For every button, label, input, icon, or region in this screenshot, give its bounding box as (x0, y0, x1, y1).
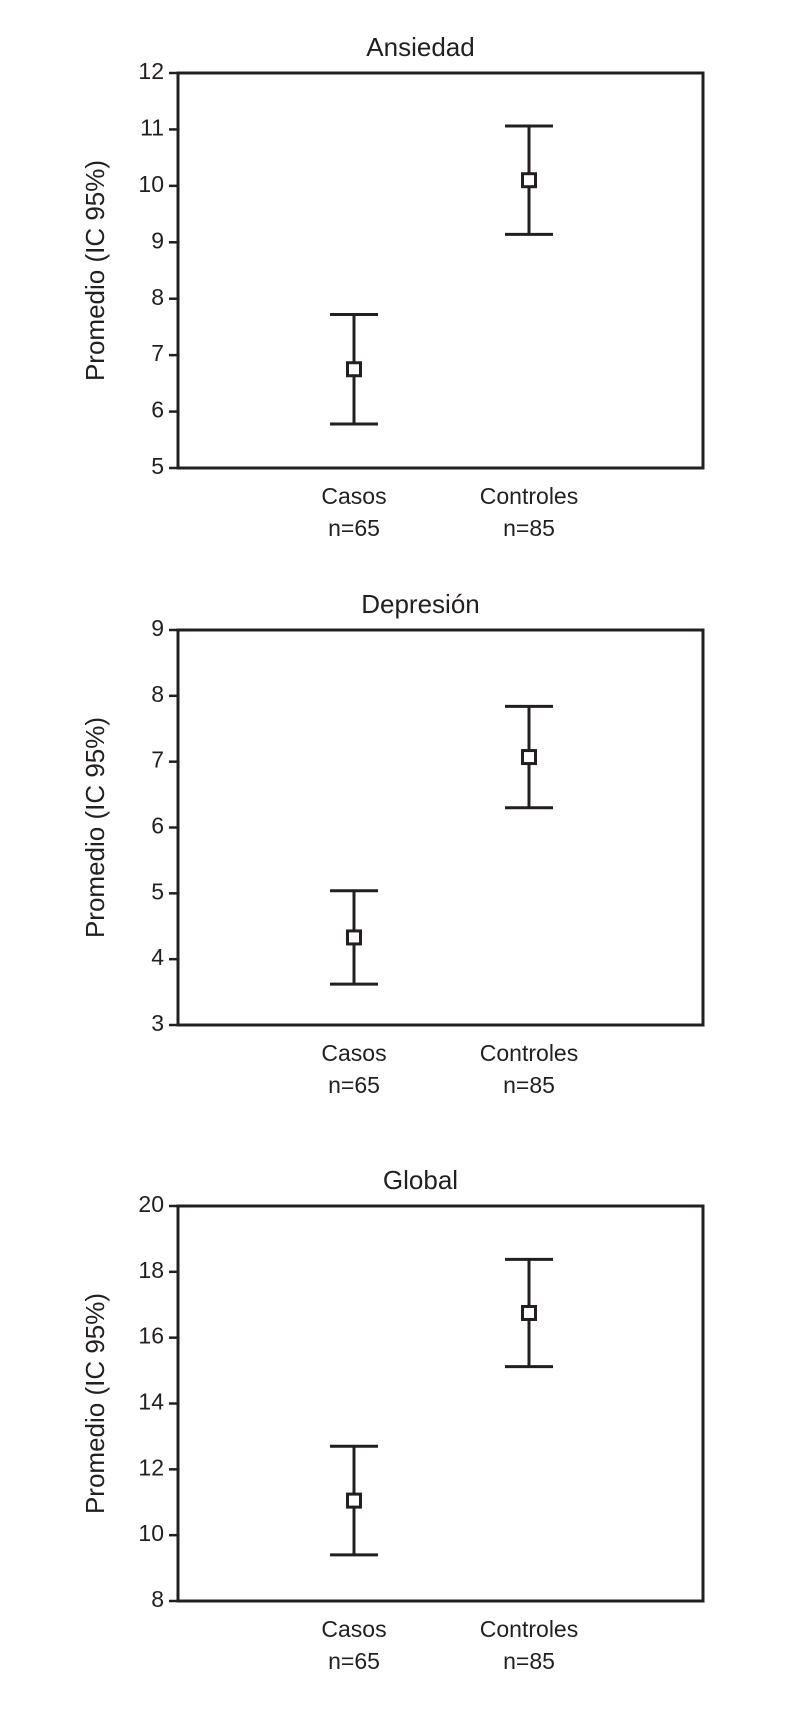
y-tick-label: 18 (138, 1257, 164, 1283)
x-tick-label: Casos (321, 1040, 386, 1066)
mean-marker (346, 361, 362, 378)
y-axis-label: Promedio (IC 95%) (80, 717, 110, 938)
y-tick-label: 7 (151, 747, 164, 773)
y-tick-label: 5 (151, 878, 164, 904)
chart-title: Depresión (361, 589, 480, 619)
x-tick-sublabel: n=85 (503, 1072, 555, 1098)
y-tick-label: 4 (151, 944, 164, 970)
y-tick-label: 12 (138, 58, 164, 84)
x-tick-sublabel: n=65 (328, 515, 380, 541)
mean-marker (521, 749, 537, 766)
chart-title: Ansiedad (366, 32, 474, 62)
y-tick-label: 8 (151, 681, 164, 707)
y-tick-label: 3 (151, 1010, 164, 1036)
mean-marker (521, 1304, 537, 1321)
x-tick-sublabel: n=65 (328, 1072, 380, 1098)
mean-marker (521, 172, 537, 189)
x-tick-label: Casos (321, 483, 386, 509)
y-tick-label: 5 (151, 453, 164, 479)
y-tick-label: 6 (151, 813, 164, 839)
x-tick-sublabel: n=85 (503, 1648, 555, 1674)
x-tick-sublabel: n=85 (503, 515, 555, 541)
x-tick-label: Controles (480, 1616, 578, 1642)
y-tick-label: 10 (138, 1520, 164, 1546)
y-tick-label: 6 (151, 397, 164, 423)
y-tick-label: 14 (138, 1389, 164, 1415)
mean-marker (346, 1492, 362, 1509)
plot-frame (176, 628, 705, 1027)
y-tick-label: 9 (151, 227, 164, 253)
x-tick-sublabel: n=65 (328, 1648, 380, 1674)
plot-frame (176, 71, 705, 470)
y-tick-label: 20 (138, 1191, 164, 1217)
y-axis-label: Promedio (IC 95%) (80, 1293, 110, 1514)
y-axis-label: Promedio (IC 95%) (80, 160, 110, 381)
y-tick-label: 12 (138, 1454, 164, 1480)
chart-title: Global (383, 1165, 458, 1195)
mean-marker (346, 929, 362, 946)
y-tick-label: 8 (151, 284, 164, 310)
x-tick-label: Controles (480, 1040, 578, 1066)
y-tick-label: 11 (140, 115, 164, 141)
x-tick-label: Controles (480, 483, 578, 509)
y-tick-label: 16 (138, 1323, 164, 1349)
plot-frame (176, 1204, 705, 1603)
x-tick-label: Casos (321, 1616, 386, 1642)
y-tick-label: 9 (151, 615, 164, 641)
y-tick-label: 10 (138, 171, 164, 197)
y-tick-label: 8 (151, 1586, 164, 1612)
y-tick-label: 7 (151, 340, 164, 366)
